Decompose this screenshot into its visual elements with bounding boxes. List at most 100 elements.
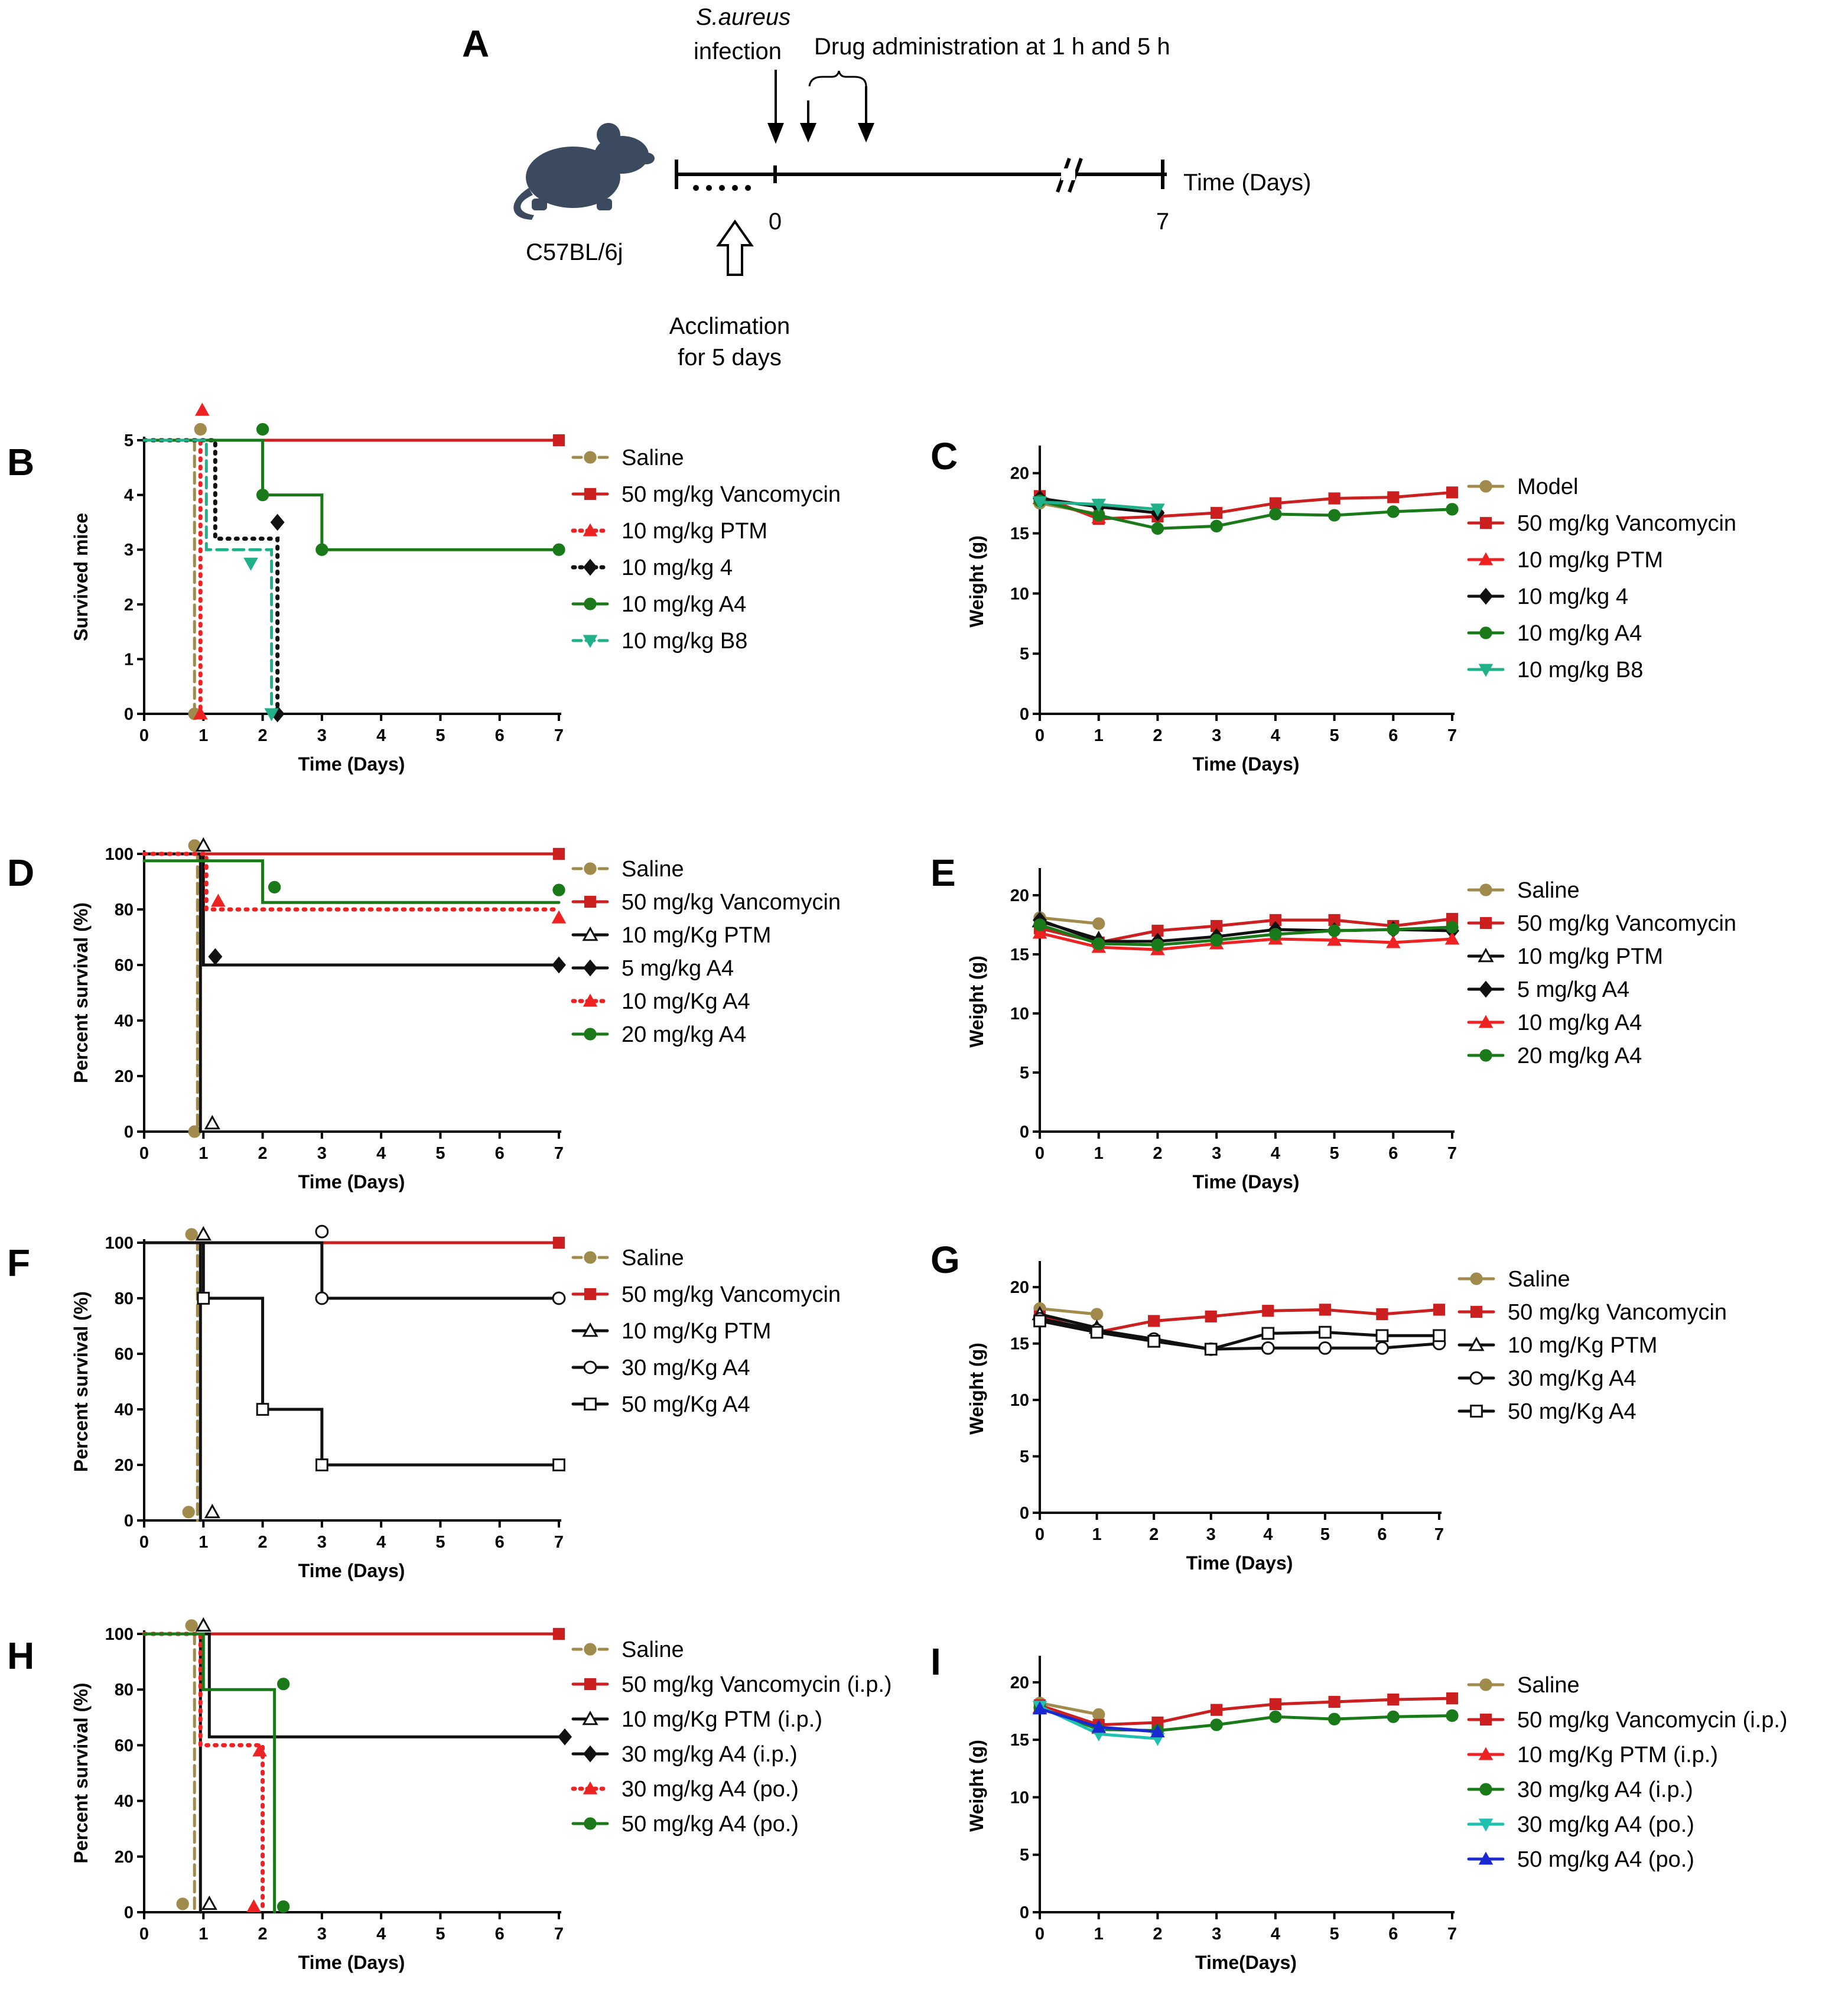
infection-label-line2: infection: [694, 38, 782, 64]
x-tick-label: 3: [317, 1925, 327, 1944]
weight-line: [1039, 1317, 1440, 1351]
data-point: [552, 1458, 565, 1471]
legend-marker: [1478, 1818, 1494, 1832]
x-tick-label: 4: [1271, 726, 1280, 745]
legend-item: 10 mg/Kg PTM: [571, 1319, 771, 1344]
data-point: [185, 1228, 198, 1241]
x-tick-label: 5: [435, 1144, 445, 1163]
legend-item: 30 mg/kg A4 (po.): [1467, 1812, 1694, 1837]
x-tick-label: 6: [1388, 1925, 1398, 1944]
data-point: [1032, 496, 1047, 510]
data-point: [1446, 1709, 1459, 1722]
series-30-mg-kg-a4-po: [142, 1632, 267, 1915]
legend-marker: [1478, 1747, 1494, 1760]
data-point: [185, 1619, 198, 1632]
legend-label: 30 mg/kg A4 (po.): [1517, 1812, 1694, 1837]
dose-bracket: [808, 70, 867, 87]
survival-step-line: [142, 1632, 276, 1914]
y-tick-label: 100: [105, 845, 134, 864]
panel-a-timeline: A S.aureus infection Drug administration…: [462, 4, 1311, 371]
y-axis-label: Weight (g): [966, 535, 987, 628]
legend-marker: [584, 1643, 597, 1656]
series-20-mg-kg-a4: [1033, 918, 1459, 951]
legend-label: 10 mg/Kg PTM (i.p.): [1517, 1743, 1718, 1767]
data-point: [188, 1125, 201, 1138]
infection-arrow: [767, 70, 784, 144]
panel-h: H 0 1 2 3 4 5 6 7 0 20 40 60 80 100 Time (Days) Percent …: [7, 1617, 892, 1973]
data-point: [1090, 1308, 1104, 1321]
y-tick-label: 40: [115, 1012, 134, 1031]
x-tick-label: 0: [1035, 726, 1045, 745]
series-10-mg-kg-ptm-i-p: [142, 1617, 217, 1914]
data-point: [552, 543, 565, 556]
legend-item: 50 mg/Kg A4: [1457, 1399, 1636, 1424]
y-tick-label: 20: [115, 1456, 134, 1475]
survival-step-line: [142, 1632, 196, 1914]
x-tick-label: 4: [376, 1925, 386, 1944]
legend-item: 10 mg/Kg A4: [571, 989, 750, 1014]
data-point: [552, 1236, 565, 1249]
legend-marker: [1479, 587, 1493, 605]
legend-label: 50 mg/kg Vancomycin (i.p.): [622, 1672, 892, 1697]
legend-label: 10 mg/kg PTM: [1517, 548, 1663, 573]
legend-item: 30 mg/kg A4 (po.): [571, 1777, 799, 1802]
series-50-mg-kg-a4: [1033, 1314, 1446, 1356]
legend-label: 50 mg/Kg A4: [622, 1392, 750, 1417]
dose-arrow-5h: [857, 86, 875, 143]
x-axis-label: Time (Days): [1193, 1171, 1300, 1192]
data-point: [1261, 1341, 1275, 1355]
data-point: [252, 1743, 267, 1757]
data-point: [204, 1503, 220, 1519]
y-tick-label: 15: [1010, 1731, 1029, 1750]
legend-label: 30 mg/Kg A4: [622, 1356, 750, 1380]
legend-item: 20 mg/kg A4: [571, 1022, 746, 1047]
y-tick-label: 10: [1010, 584, 1029, 603]
legend-marker: [584, 451, 597, 464]
data-point: [1091, 499, 1106, 512]
y-tick-label: 15: [1010, 945, 1029, 964]
x-tick-label: 6: [495, 1533, 505, 1552]
legend-label: Saline: [622, 1637, 684, 1662]
legend-label: 50 mg/kg Vancomycin: [1508, 1300, 1727, 1325]
x-tick-label: 7: [1447, 726, 1457, 745]
x-tick-label: 3: [1212, 726, 1221, 745]
y-tick-label: 0: [1020, 1123, 1029, 1142]
y-tick-label: 0: [124, 705, 134, 724]
x-tick-label: 5: [435, 726, 445, 745]
survival-step-line: [142, 438, 561, 551]
weight-line: [1039, 1312, 1098, 1330]
data-point: [1269, 1710, 1282, 1723]
weight-line: [1039, 1307, 1097, 1316]
x-tick-label: 6: [495, 1144, 505, 1163]
y-tick-label: 20: [1010, 464, 1029, 483]
legend-label: 10 mg/Kg PTM: [622, 923, 771, 948]
legend-label: 10 mg/kg PTM: [622, 519, 767, 544]
legend-label: 10 mg/Kg PTM (i.p.): [622, 1707, 822, 1732]
weight-line: [1039, 1697, 1453, 1727]
legend-label: 5 mg/kg A4: [1517, 977, 1629, 1002]
legend-item: 50 mg/kg Vancomycin: [1467, 911, 1736, 936]
x-tick-label: 0: [139, 1144, 149, 1163]
x-tick-label: 7: [1447, 1925, 1457, 1944]
legend-marker: [584, 1288, 597, 1301]
legend-item: 10 mg/kg A4: [1467, 621, 1642, 646]
data-point: [268, 880, 281, 894]
y-tick-label: 5: [1020, 1448, 1029, 1467]
legend-label: 50 mg/kg Vancomycin: [622, 1282, 841, 1307]
legend-marker: [1469, 1371, 1483, 1385]
legend-label: 50 mg/kg Vancomycin: [1517, 511, 1736, 536]
series-10-mg-kg-a4: [142, 852, 567, 924]
data-point: [1033, 1314, 1046, 1328]
series-10-mg-kg-b8: [1032, 496, 1165, 517]
data-point: [1092, 917, 1105, 930]
y-tick-label: 5: [124, 431, 134, 450]
y-tick-label: 0: [124, 1123, 134, 1142]
data-point: [1205, 1310, 1217, 1322]
data-point: [1032, 925, 1047, 939]
legend-label: 30 mg/kg A4 (i.p.): [622, 1742, 798, 1767]
x-tick-label: 3: [1206, 1525, 1216, 1544]
mouse-icon: [513, 123, 655, 220]
legend-label: Saline: [622, 446, 684, 470]
x-tick-label: 4: [1271, 1144, 1280, 1163]
